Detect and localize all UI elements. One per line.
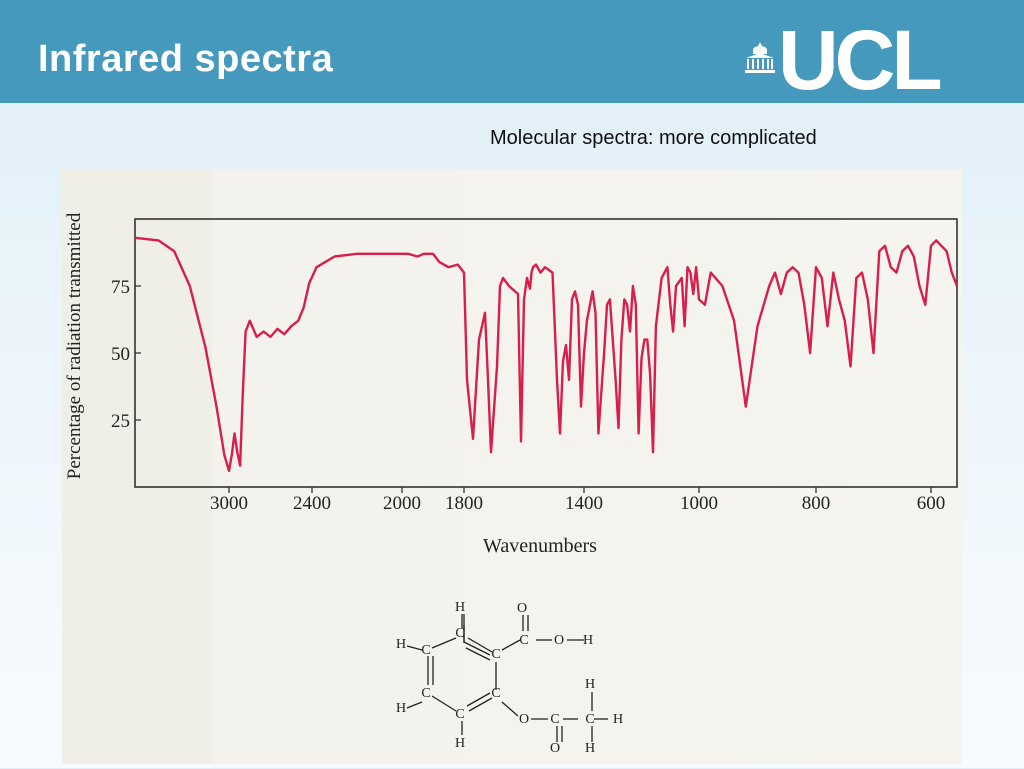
ucl-logo: UCL — [742, 18, 982, 104]
atom-label: C — [585, 712, 594, 727]
plot-frame — [134, 218, 958, 488]
slide-subtitle: Molecular spectra: more complicated — [490, 127, 817, 149]
y-tick-label: 50 — [111, 344, 130, 365]
atom-label: C — [455, 707, 464, 722]
slide-title: Infrared spectra — [38, 38, 334, 80]
atom-label: H — [455, 736, 465, 751]
atom-label: O — [519, 712, 529, 727]
atom-label: C — [550, 712, 559, 727]
scanned-figure: 3000 2400 2000 1800 1400 1000 800 600 25 50 75 Wav… — [62, 170, 962, 764]
portico-icon — [745, 42, 775, 73]
atom-label: H — [585, 741, 595, 756]
atom-label: H — [396, 637, 406, 652]
atom-label: H — [455, 600, 465, 615]
atom-label: C — [455, 626, 464, 641]
atom-label: H — [585, 677, 595, 692]
atom-label: O — [554, 633, 564, 648]
spectrum-line — [134, 236, 959, 473]
y-axis-label: Percentage of radiation transmitted — [64, 212, 85, 479]
slide-header — [0, 0, 1024, 103]
x-tick-label: 1400 — [565, 493, 603, 514]
y-tick-label: 75 — [111, 277, 130, 298]
atom-label: O — [517, 601, 527, 616]
atom-label: H — [583, 633, 593, 648]
x-tick-label: 2000 — [383, 493, 421, 514]
x-tick-label: 1800 — [445, 493, 483, 514]
x-axis-label: Wavenumbers — [483, 535, 597, 557]
atom-label: C — [491, 686, 500, 701]
atom-label: H — [613, 712, 623, 727]
atom-label: H — [396, 701, 406, 716]
atom-label: O — [550, 741, 560, 756]
logo-text: UCL — [778, 13, 943, 107]
y-tick-label: 25 — [111, 411, 130, 432]
x-tick-label: 800 — [802, 493, 831, 514]
x-tick-label: 2400 — [293, 493, 331, 514]
atom-label: C — [421, 686, 430, 701]
x-tick-label: 3000 — [210, 493, 248, 514]
atom-label: C — [519, 633, 528, 648]
ir-spectrum-chart: 3000 2400 2000 1800 1400 1000 800 600 25 50 75 Wav… — [64, 212, 959, 756]
x-tick-label: 600 — [917, 493, 946, 514]
atom-label: C — [421, 643, 430, 658]
atom-label: C — [491, 647, 500, 662]
x-tick-label: 1000 — [680, 493, 718, 514]
